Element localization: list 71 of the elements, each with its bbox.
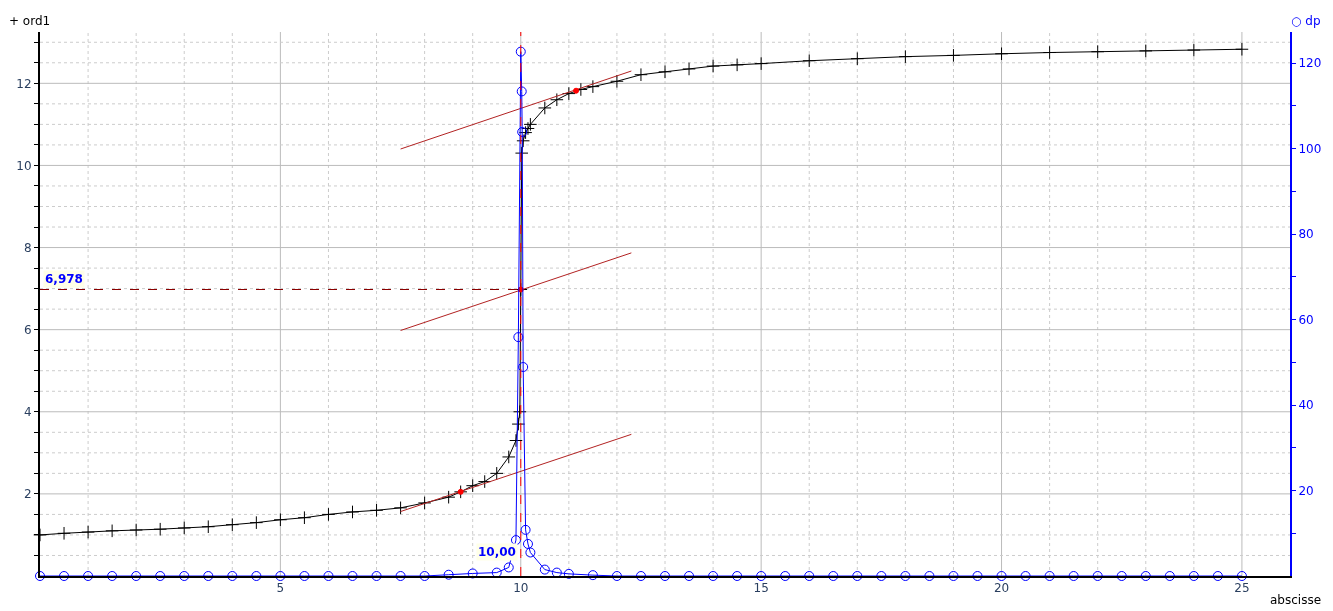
y2-tick-label: 60	[1298, 312, 1314, 327]
point	[573, 87, 580, 94]
y-tick-label: 8	[23, 240, 32, 255]
point	[994, 46, 1009, 61]
point	[321, 507, 336, 522]
point	[518, 125, 533, 140]
point	[489, 466, 504, 481]
point	[453, 485, 468, 499]
point	[1187, 43, 1201, 57]
point	[393, 501, 408, 515]
point	[946, 48, 961, 63]
point	[345, 505, 360, 519]
point	[57, 526, 71, 541]
y2-tick-label: 80	[1298, 227, 1314, 242]
point	[516, 134, 530, 148]
y-axis-title: + ord1	[9, 14, 51, 28]
point	[682, 62, 696, 76]
point	[706, 59, 720, 73]
y-tick-label: 4	[23, 404, 32, 419]
point	[1138, 44, 1153, 58]
point	[538, 101, 552, 115]
point	[297, 510, 312, 525]
y2-tick-label: 40	[1298, 398, 1314, 413]
point	[850, 51, 865, 66]
point	[1235, 42, 1249, 57]
point	[129, 523, 143, 537]
x-tick-label: 25	[1234, 581, 1250, 596]
point	[523, 117, 538, 132]
point	[509, 433, 523, 448]
point	[550, 92, 564, 107]
point	[754, 56, 768, 71]
point	[586, 79, 600, 94]
point	[513, 404, 527, 419]
point	[177, 521, 192, 535]
point	[1042, 45, 1057, 60]
x-tick-label: 10	[513, 581, 529, 596]
x-tick-label: 5	[276, 581, 285, 596]
y-tick-label: 12	[16, 76, 32, 91]
ref-line-label: 6,978	[45, 272, 83, 286]
point	[369, 503, 384, 518]
point	[511, 417, 526, 431]
point	[521, 121, 535, 136]
point	[153, 522, 167, 536]
y2-axis-title: ○ dp	[1291, 14, 1321, 28]
point	[514, 146, 529, 160]
point	[105, 524, 119, 538]
x-tick-label: 15	[753, 581, 769, 596]
point	[802, 53, 817, 68]
point	[225, 517, 240, 532]
point	[658, 65, 672, 79]
point	[201, 519, 216, 534]
point	[610, 74, 624, 89]
point	[457, 488, 464, 495]
y2-tick-label: 120	[1298, 56, 1322, 71]
y2-tick-label: 100	[1298, 141, 1322, 156]
x-tick-label: 20	[993, 581, 1010, 596]
point	[898, 49, 913, 64]
point	[81, 525, 95, 539]
x-axis-title: abscisse	[1270, 593, 1322, 607]
y2-tick-label: 20	[1298, 483, 1314, 498]
point	[634, 67, 648, 82]
point	[730, 58, 744, 72]
y-tick-label: 6	[23, 322, 32, 337]
ref-line-label: 10,00	[478, 545, 516, 559]
point	[1090, 44, 1105, 59]
y-tick-label: 2	[23, 487, 32, 502]
point	[417, 496, 432, 510]
y-tick-label: 10	[16, 158, 32, 173]
point	[273, 512, 288, 527]
point	[249, 515, 264, 530]
point	[501, 450, 516, 464]
